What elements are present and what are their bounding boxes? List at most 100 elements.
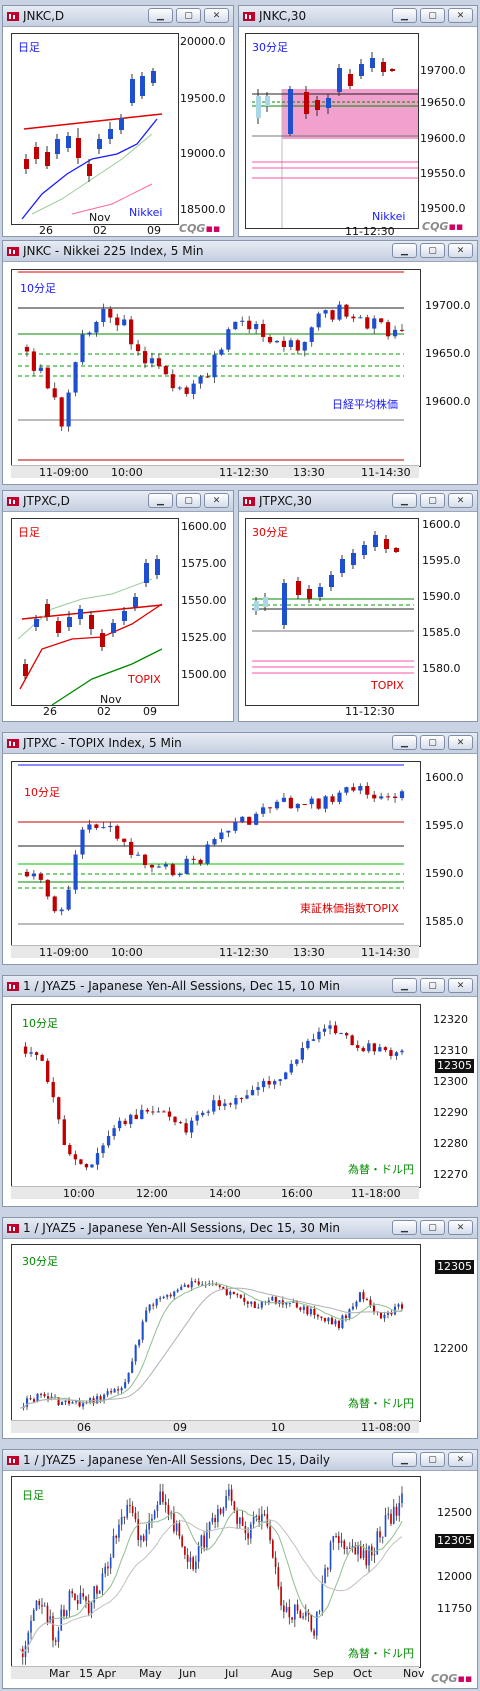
maximize-button[interactable]: ▢ (176, 493, 201, 508)
candle-body (392, 796, 398, 799)
candle-body (274, 1557, 277, 1568)
window-yen-10min[interactable]: 1 / JYAZ5 - Japanese Yen-All Sessions, D… (2, 975, 478, 1207)
chart-plot-area[interactable]: 30分足 TOPIX (245, 518, 419, 706)
candle-body (140, 1109, 144, 1120)
candle-body (299, 1307, 302, 1310)
close-button[interactable]: ✕ (448, 243, 473, 258)
title-bar[interactable]: 1 / JYAZ5 - Japanese Yen-All Sessions, D… (3, 1450, 477, 1471)
maximize-button[interactable]: ▢ (420, 243, 445, 258)
candle-body (162, 1296, 165, 1299)
candle-body (376, 1531, 379, 1555)
candle-body (247, 816, 252, 825)
candle-body (398, 1503, 401, 1516)
candle-body (263, 1514, 266, 1516)
chart-plot-area[interactable]: 10分足 為替・ドル円 (11, 1004, 421, 1188)
x-tick: Apr (97, 1667, 117, 1680)
minimize-button[interactable]: ▁ (392, 493, 417, 508)
minimize-button[interactable]: ▁ (148, 8, 173, 23)
minimize-button[interactable]: ▁ (148, 493, 173, 508)
moving-average-line (19, 1509, 403, 1654)
close-button[interactable]: ✕ (448, 978, 473, 993)
y-tick: 1550.00 (181, 594, 227, 607)
candle-body (177, 387, 182, 389)
title-bar[interactable]: 1 / JYAZ5 - Japanese Yen-All Sessions, D… (3, 1218, 477, 1239)
candle-body (322, 1028, 327, 1032)
minimize-button[interactable]: ▁ (392, 978, 417, 993)
window-nikkei-5min[interactable]: JNKC - Nikkei 225 Index, 5 Min ▁ ▢ ✕ 10分… (2, 240, 478, 485)
close-button[interactable]: ✕ (448, 8, 473, 23)
candle-body (24, 1645, 27, 1658)
chart-plot-area[interactable]: 10分足 日経平均株価 (11, 269, 421, 467)
moving-average-line (19, 1519, 403, 1654)
30min-candles (19, 1277, 404, 1411)
window-topix-5min[interactable]: JTPXC - TOPIX Index, 5 Min ▁ ▢ ✕ 10分足 東証… (2, 732, 478, 965)
candle-body (250, 1301, 253, 1304)
candle-body (400, 1304, 404, 1309)
window-jnkc-30min[interactable]: JNKC,30 ▁ ▢ ✕ (238, 5, 478, 238)
candle-body (120, 1516, 123, 1525)
maximize-button[interactable]: ▢ (420, 978, 445, 993)
title-bar[interactable]: JNKC - Nikkei 225 Index, 5 Min ▁ ▢ ✕ (3, 241, 477, 262)
candle-body (313, 1308, 316, 1315)
close-button[interactable]: ✕ (204, 8, 229, 23)
candle-body (197, 1281, 200, 1285)
y-tick: 11750 (437, 1602, 472, 1615)
x-tick: 06 (77, 1421, 91, 1434)
candle-body (178, 1523, 181, 1537)
close-button[interactable]: ✕ (448, 1220, 473, 1235)
chart-plot-area[interactable]: 30分足 Nikkei (245, 33, 419, 229)
title-bar[interactable]: JTPXC,30 ▁ ▢ ✕ (239, 491, 477, 512)
candle-body (288, 1302, 291, 1304)
candle-body (277, 1567, 280, 1587)
candle-body (68, 1591, 71, 1611)
timeframe-label: 日足 (18, 526, 40, 539)
close-button[interactable]: ✕ (204, 493, 229, 508)
candle-body (52, 1616, 54, 1641)
maximize-button[interactable]: ▢ (176, 8, 201, 23)
timeframe-label: 10分足 (22, 1017, 58, 1030)
chart-plot-area[interactable]: 30分足 為替・ドル円 (11, 1244, 421, 1422)
source-label: TOPIX (128, 673, 161, 686)
maximize-button[interactable]: ▢ (420, 493, 445, 508)
candle-body (372, 318, 377, 329)
source-label: Nikkei (129, 206, 163, 219)
title-bar[interactable]: JTPXC - TOPIX Index, 5 Min ▁ ▢ ✕ (3, 733, 477, 754)
close-button[interactable]: ✕ (448, 493, 473, 508)
maximize-button[interactable]: ▢ (420, 1452, 445, 1467)
chart-plot-area[interactable]: 日足 TOPIX (11, 518, 179, 706)
minimize-button[interactable]: ▁ (392, 1452, 417, 1467)
window-topix-daily[interactable]: JTPXC,D ▁ ▢ ✕ 日足 TOPIX 1 (2, 490, 234, 722)
window-yen-30min[interactable]: 1 / JYAZ5 - Japanese Yen-All Sessions, D… (2, 1217, 478, 1439)
chart-plot-area[interactable]: 日足 為替・ドル円 (11, 1476, 421, 1668)
maximize-button[interactable]: ▢ (420, 735, 445, 750)
close-button[interactable]: ✕ (448, 735, 473, 750)
candle-body (46, 1396, 50, 1399)
minimize-button[interactable]: ▁ (392, 735, 417, 750)
candle-body (123, 1120, 127, 1125)
window-topix-30min[interactable]: JTPXC,30 ▁ ▢ ✕ (238, 490, 478, 722)
candle-body (120, 1387, 123, 1391)
minimize-button[interactable]: ▁ (392, 1220, 417, 1235)
minimize-button[interactable]: ▁ (392, 243, 417, 258)
candle-body (228, 1103, 233, 1105)
y-tick: 1525.00 (181, 631, 227, 644)
close-button[interactable]: ✕ (448, 1452, 473, 1467)
last-price-badge: 12305 (435, 1260, 474, 1274)
title-bar[interactable]: JNKC,30 ▁ ▢ ✕ (239, 6, 477, 27)
candle-body (40, 1054, 44, 1061)
candle-body (96, 1586, 98, 1594)
title-bar[interactable]: JTPXC,D ▁ ▢ ✕ (3, 491, 233, 512)
window-yen-daily[interactable]: 1 / JYAZ5 - Japanese Yen-All Sessions, D… (2, 1449, 478, 1689)
maximize-button[interactable]: ▢ (420, 1220, 445, 1235)
chart-app-icon (7, 739, 19, 748)
title-bar[interactable]: JNKC,D ▁ ▢ ✕ (3, 6, 233, 27)
y-tick: 12000 (437, 1570, 472, 1583)
window-jnkc-daily[interactable]: JNKC,D ▁ ▢ ✕ 日足 Nikkei 2 (2, 5, 234, 237)
title-bar[interactable]: 1 / JYAZ5 - Japanese Yen-All Sessions, D… (3, 976, 477, 997)
y-tick: 18500.0 (180, 203, 226, 216)
window-title: JNKC - Nikkei 225 Index, 5 Min (23, 244, 204, 258)
chart-plot-area[interactable]: 日足 Nikkei (11, 33, 179, 225)
maximize-button[interactable]: ▢ (420, 8, 445, 23)
minimize-button[interactable]: ▁ (392, 8, 417, 23)
chart-plot-area[interactable]: 10分足 東証株価指数TOPIX (11, 761, 421, 947)
